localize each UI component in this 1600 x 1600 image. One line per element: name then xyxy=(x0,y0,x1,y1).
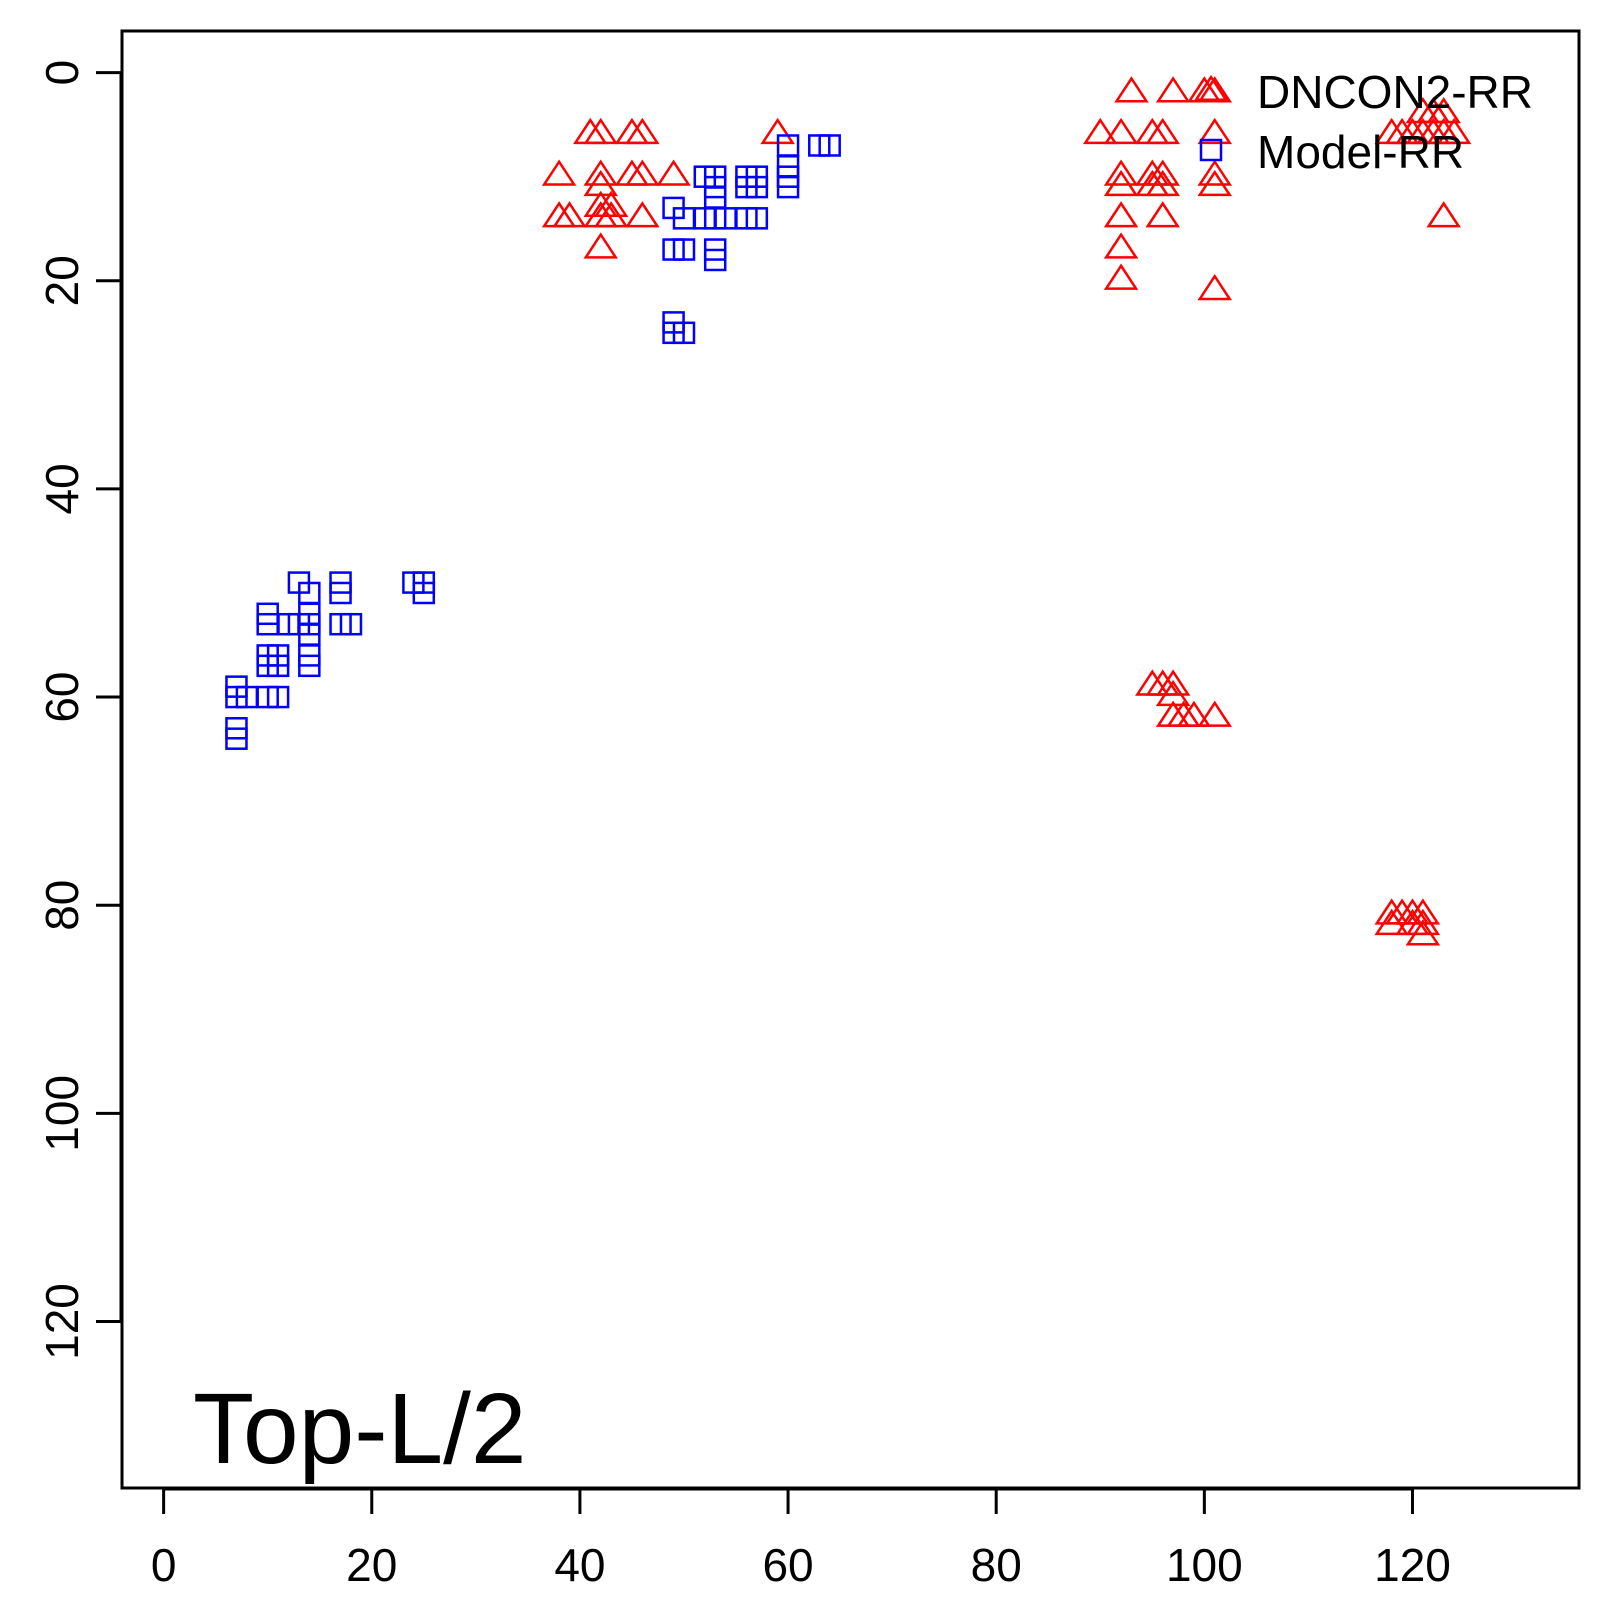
square-point xyxy=(329,581,352,605)
triangle-point xyxy=(1103,169,1139,197)
triangle-point xyxy=(1145,159,1180,186)
y-tick-label: 80 xyxy=(36,880,88,931)
triangle-point xyxy=(614,159,650,186)
y-tick-label: 120 xyxy=(36,1283,88,1360)
triangle-point xyxy=(614,117,650,145)
triangle-point xyxy=(541,159,577,186)
series-dncon2-rr xyxy=(541,76,1472,946)
square-point xyxy=(703,248,727,272)
triangle-point xyxy=(1197,159,1233,186)
triangle-point xyxy=(1176,700,1212,727)
triangle-point xyxy=(1405,908,1441,936)
square-point xyxy=(266,685,290,709)
triangle-point xyxy=(1145,117,1180,145)
panel-annotation: Top-L/2 xyxy=(193,1373,527,1485)
triangle-point xyxy=(573,117,608,145)
triangle-point xyxy=(1103,201,1139,228)
legend-symbol-model-rr xyxy=(1199,138,1223,162)
triangle-point xyxy=(1083,117,1118,145)
y-tick-label: 100 xyxy=(36,1075,88,1152)
square-point xyxy=(745,175,769,199)
triangle-point xyxy=(1197,169,1233,197)
triangle-point xyxy=(1374,908,1409,936)
y-axis: 0 20 40 60 80 100 120 xyxy=(36,60,123,1360)
triangle-point xyxy=(583,117,618,145)
plot-frame xyxy=(120,29,1581,1490)
triangle-point xyxy=(625,117,660,145)
square-point xyxy=(672,238,696,261)
triangle-point xyxy=(1155,669,1191,696)
triangle-point xyxy=(1166,700,1201,727)
data-marks xyxy=(225,76,1472,946)
triangle-point xyxy=(1436,117,1472,145)
triangle-point xyxy=(583,159,618,186)
triangle-point xyxy=(552,201,587,228)
triangle-point xyxy=(1135,117,1170,145)
triangle-point xyxy=(1103,117,1139,145)
square-point xyxy=(225,727,248,750)
triangle-point xyxy=(656,159,691,186)
legend-symbol-dncon2-rr xyxy=(1193,74,1229,102)
x-tick-label: 80 xyxy=(971,1539,1022,1591)
x-tick-label: 40 xyxy=(554,1539,605,1591)
x-axis: 0 20 40 60 80 100 120 xyxy=(151,1487,1451,1591)
series-model-rr xyxy=(225,134,841,750)
triangle-point xyxy=(1155,700,1191,727)
triangle-point xyxy=(593,201,629,228)
y-tick-label: 0 xyxy=(36,60,88,86)
square-point xyxy=(266,654,290,678)
x-tick-label: 120 xyxy=(1374,1539,1451,1591)
legend-triangle-marker xyxy=(1193,74,1229,102)
y-tick-label: 40 xyxy=(36,463,88,514)
triangle-point xyxy=(593,190,629,217)
square-point xyxy=(672,321,696,345)
triangle-point xyxy=(1114,76,1149,103)
triangle-point xyxy=(1197,117,1233,145)
square-point xyxy=(412,581,436,605)
square-point xyxy=(745,207,769,230)
triangle-point xyxy=(1197,700,1233,727)
triangle-point xyxy=(625,201,660,228)
x-tick-label: 0 xyxy=(151,1539,177,1591)
y-tick-label: 60 xyxy=(36,671,88,722)
square-point xyxy=(298,654,321,678)
square-point xyxy=(339,612,363,636)
triangle-point xyxy=(1103,159,1139,186)
triangle-point xyxy=(1155,76,1191,103)
square-point xyxy=(776,134,800,157)
triangle-point xyxy=(1145,169,1180,197)
x-tick-label: 20 xyxy=(346,1539,397,1591)
x-tick-label: 60 xyxy=(762,1539,813,1591)
triangle-point xyxy=(625,159,660,186)
square-point xyxy=(776,175,800,199)
triangle-point xyxy=(1103,263,1139,290)
triangle-point xyxy=(1405,919,1441,946)
triangle-point xyxy=(1145,201,1180,228)
legend-label-dncon2-rr: DNCON2-RR xyxy=(1257,66,1533,118)
triangle-point xyxy=(1197,76,1233,103)
legend-label-model-rr: Model-RR xyxy=(1257,126,1464,178)
triangle-point xyxy=(541,201,577,228)
legend-square-marker xyxy=(1199,138,1223,162)
y-tick-label: 20 xyxy=(36,255,88,306)
triangle-point xyxy=(1197,273,1233,301)
x-tick-label: 100 xyxy=(1166,1539,1243,1591)
triangle-point xyxy=(1426,201,1461,228)
triangle-point xyxy=(1103,232,1139,259)
triangle-point xyxy=(1135,669,1170,696)
legend: DNCON2-RR Model-RR xyxy=(1193,66,1533,178)
triangle-point xyxy=(583,232,618,259)
square-point xyxy=(818,134,841,157)
